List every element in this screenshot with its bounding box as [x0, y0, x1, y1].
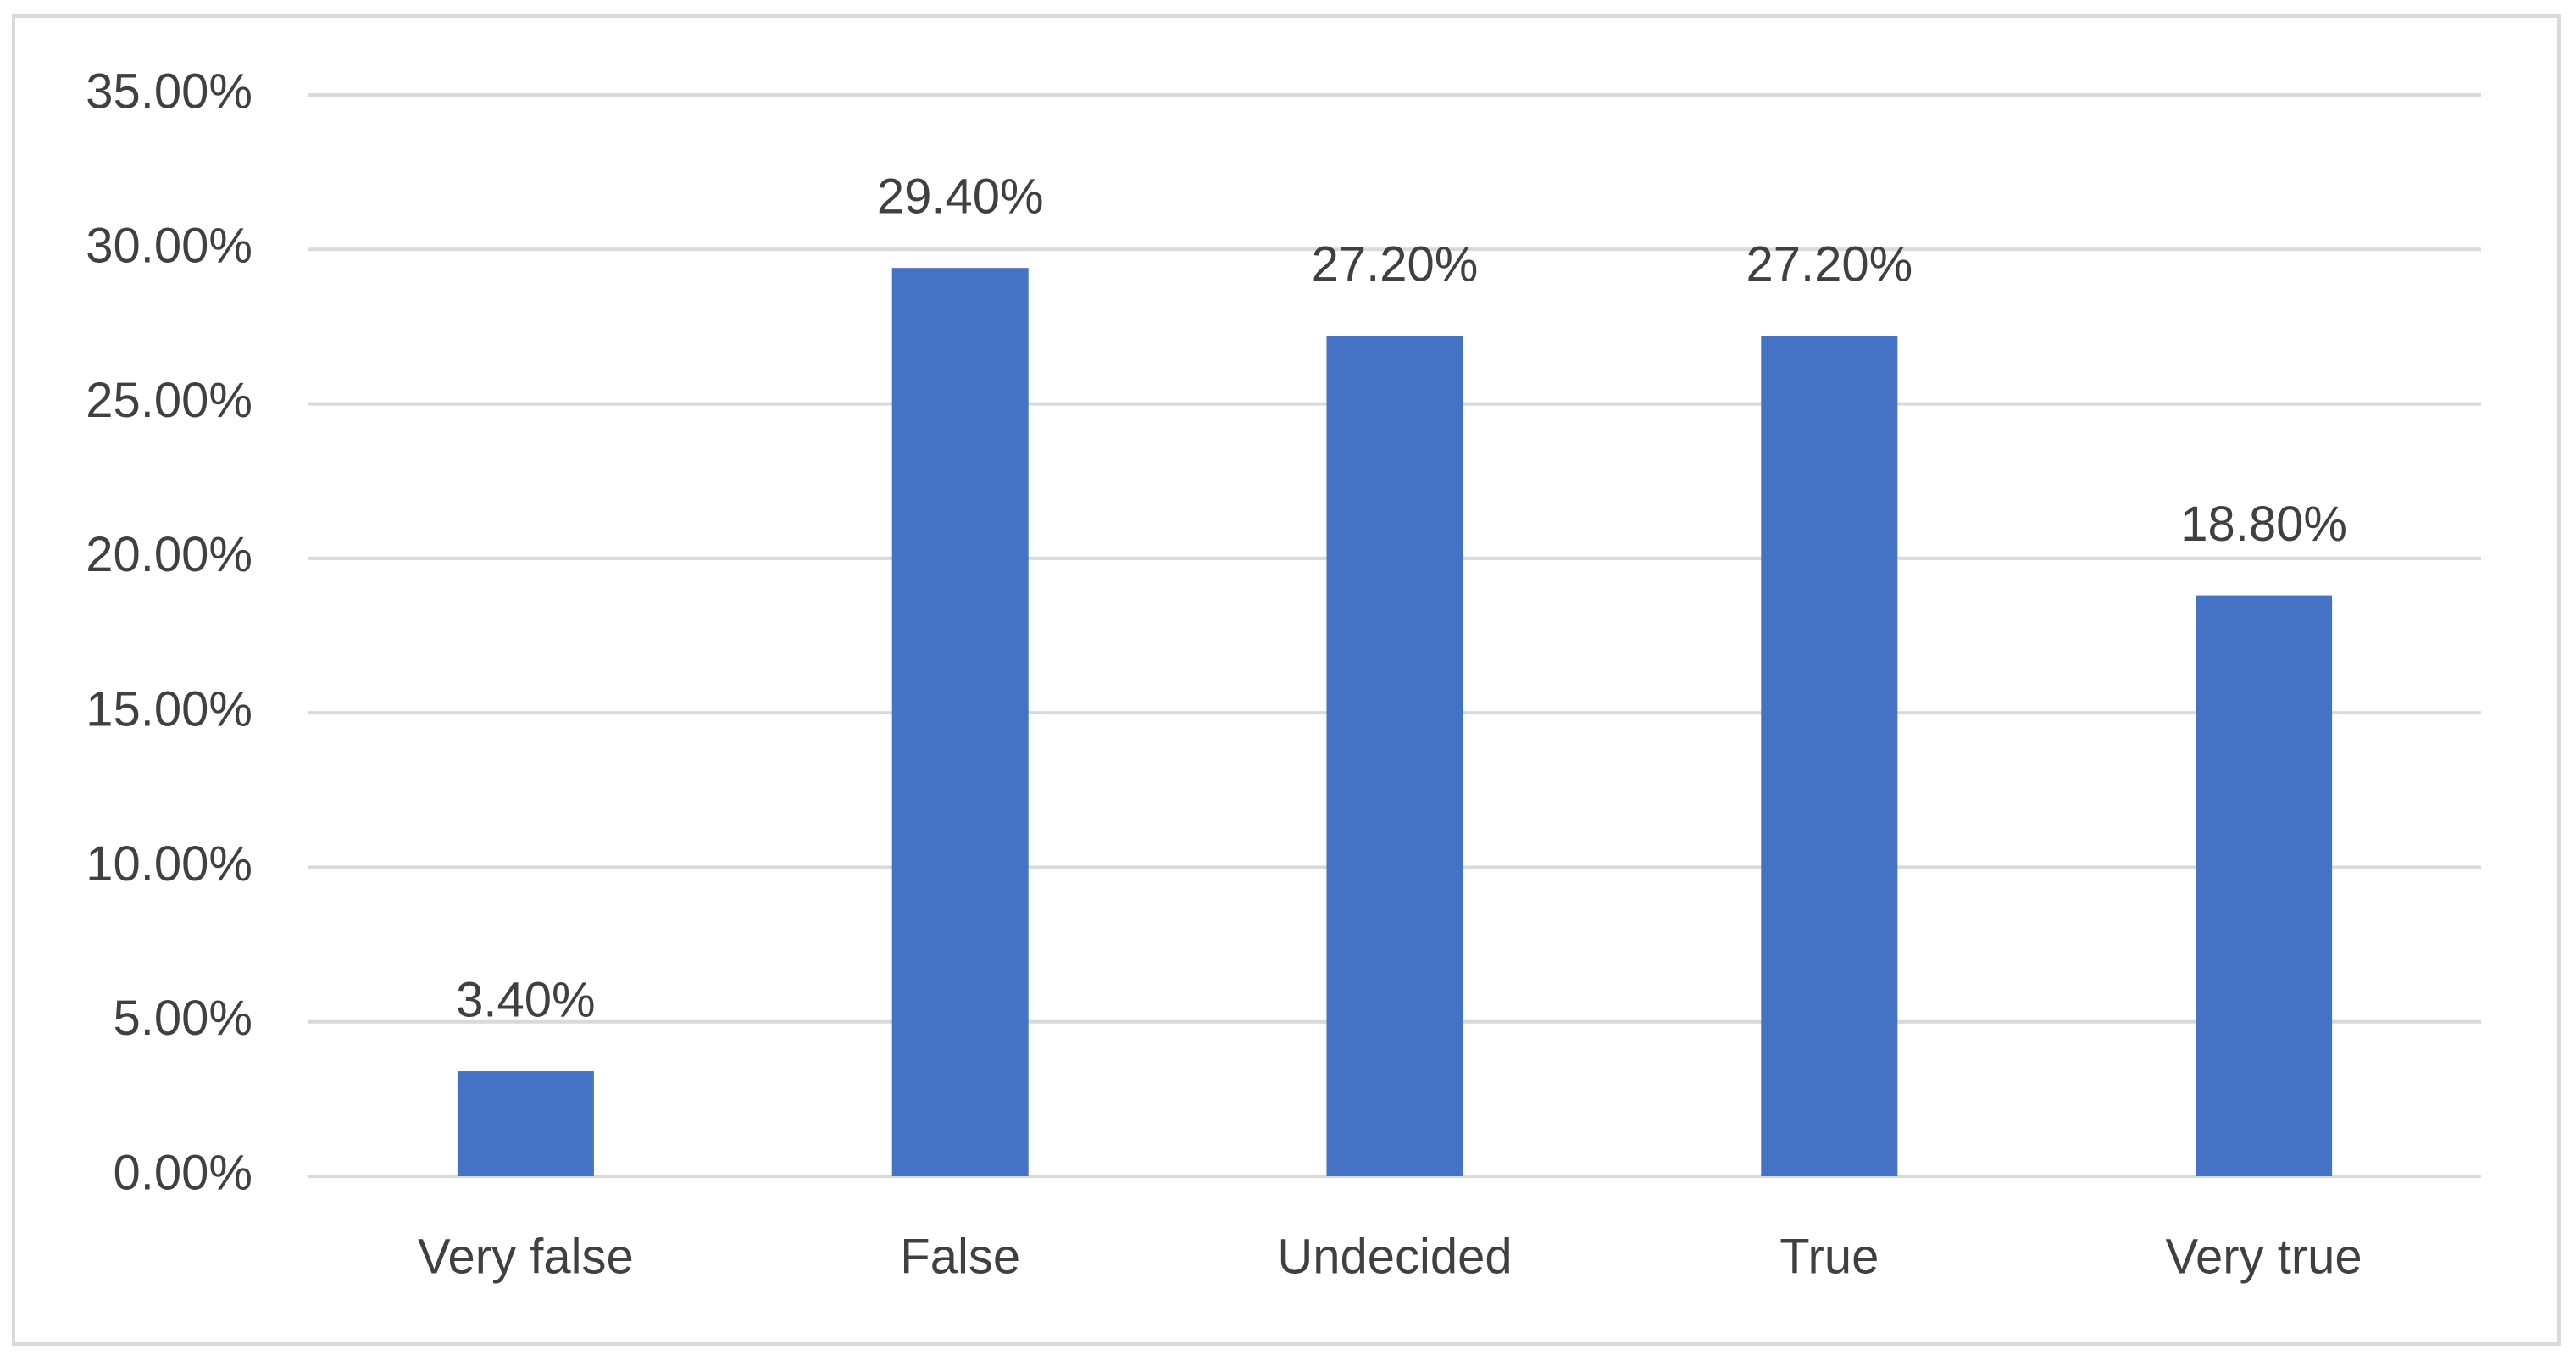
y-tick-label: 5.00% — [114, 991, 253, 1046]
x-tick-label: Undecided — [1277, 1229, 1512, 1284]
data-label: 18.80% — [2180, 497, 2347, 552]
data-label: 27.20% — [1746, 237, 1913, 292]
bar — [1761, 336, 1898, 1176]
bar — [1326, 336, 1463, 1176]
data-label: 27.20% — [1312, 237, 1479, 292]
x-tick-label: False — [900, 1229, 1020, 1284]
data-label: 3.40% — [456, 972, 595, 1027]
y-tick-label: 0.00% — [114, 1145, 253, 1200]
x-tick-label: Very false — [418, 1229, 634, 1284]
y-tick-label: 15.00% — [86, 681, 253, 736]
y-tick-label: 25.00% — [86, 373, 253, 428]
chart-border — [12, 14, 2561, 1346]
y-tick-label: 20.00% — [86, 527, 253, 582]
y-tick-label: 30.00% — [86, 219, 253, 274]
y-tick-label: 10.00% — [86, 836, 253, 892]
bar — [457, 1071, 594, 1176]
y-tick-label: 35.00% — [86, 64, 253, 119]
data-label: 29.40% — [877, 169, 1044, 224]
bar — [2196, 595, 2333, 1176]
x-tick-label: Very true — [2166, 1229, 2362, 1284]
x-tick-label: True — [1779, 1229, 1879, 1284]
bar — [891, 268, 1029, 1176]
